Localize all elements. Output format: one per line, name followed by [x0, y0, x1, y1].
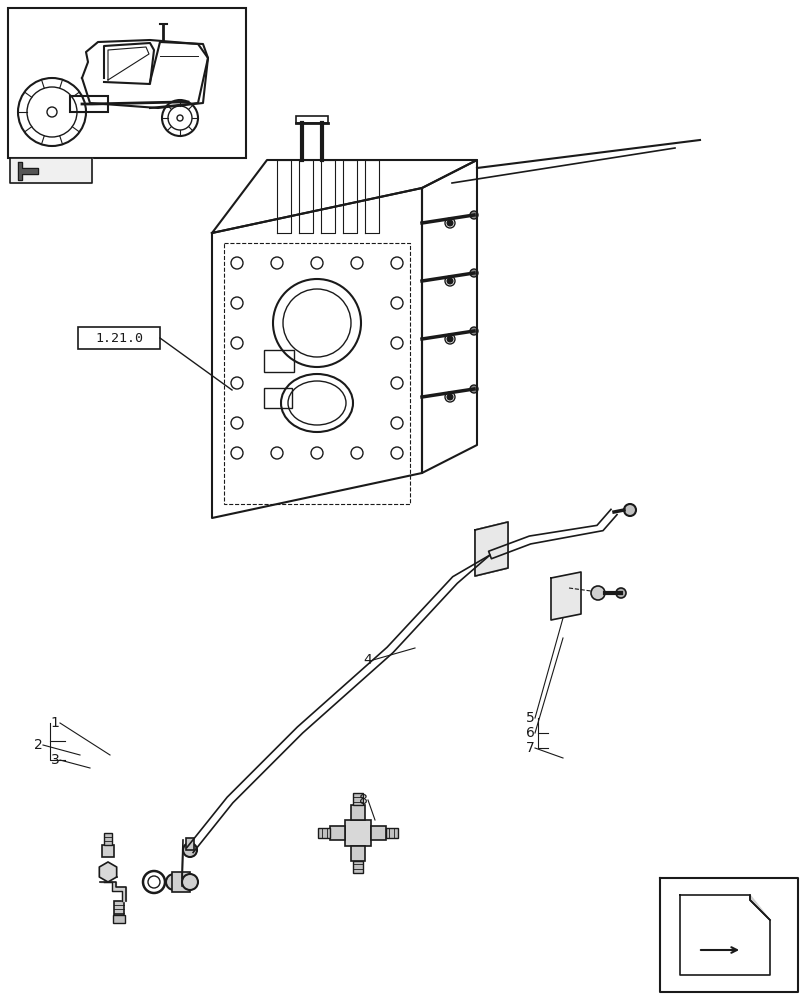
- Circle shape: [560, 584, 568, 592]
- Polygon shape: [100, 882, 126, 901]
- Bar: [114, 901, 124, 915]
- Circle shape: [470, 211, 478, 219]
- Bar: [353, 793, 363, 805]
- Bar: [296, 116, 328, 123]
- Bar: [186, 838, 194, 850]
- Text: 6: 6: [525, 726, 534, 740]
- Polygon shape: [18, 162, 38, 180]
- Bar: [70, 96, 108, 112]
- Bar: [113, 915, 125, 923]
- Circle shape: [447, 336, 453, 342]
- Polygon shape: [660, 878, 798, 992]
- Circle shape: [447, 220, 453, 226]
- Circle shape: [486, 538, 494, 546]
- Polygon shape: [475, 522, 508, 576]
- Polygon shape: [750, 895, 770, 920]
- Bar: [386, 828, 398, 838]
- Circle shape: [182, 874, 198, 890]
- Bar: [345, 820, 371, 846]
- Bar: [172, 872, 190, 892]
- Circle shape: [624, 504, 636, 516]
- Bar: [78, 327, 160, 349]
- Text: 1: 1: [51, 716, 60, 730]
- Text: 4: 4: [364, 653, 372, 667]
- Text: 3: 3: [51, 753, 59, 767]
- Polygon shape: [551, 572, 581, 620]
- Polygon shape: [99, 862, 116, 882]
- Polygon shape: [680, 895, 770, 975]
- Circle shape: [447, 394, 453, 400]
- Circle shape: [447, 278, 453, 284]
- Bar: [330, 826, 345, 840]
- Circle shape: [183, 843, 197, 857]
- Circle shape: [591, 586, 605, 600]
- Bar: [351, 846, 365, 861]
- Polygon shape: [10, 158, 92, 183]
- Text: 7: 7: [526, 741, 534, 755]
- Bar: [224, 243, 410, 504]
- Circle shape: [616, 588, 626, 598]
- Text: 2: 2: [34, 738, 42, 752]
- Text: 1.21.0: 1.21.0: [95, 332, 143, 344]
- Bar: [353, 861, 363, 873]
- Bar: [264, 350, 294, 372]
- Bar: [8, 8, 246, 158]
- Circle shape: [486, 552, 494, 560]
- Bar: [318, 828, 330, 838]
- Text: 5: 5: [526, 711, 534, 725]
- Bar: [264, 388, 292, 408]
- Circle shape: [470, 327, 478, 335]
- Bar: [371, 826, 386, 840]
- Bar: [104, 833, 112, 845]
- Bar: [351, 805, 365, 820]
- Circle shape: [470, 385, 478, 393]
- Circle shape: [560, 598, 568, 606]
- Text: 8: 8: [359, 793, 368, 807]
- Circle shape: [166, 874, 182, 890]
- Bar: [102, 845, 114, 857]
- Circle shape: [470, 269, 478, 277]
